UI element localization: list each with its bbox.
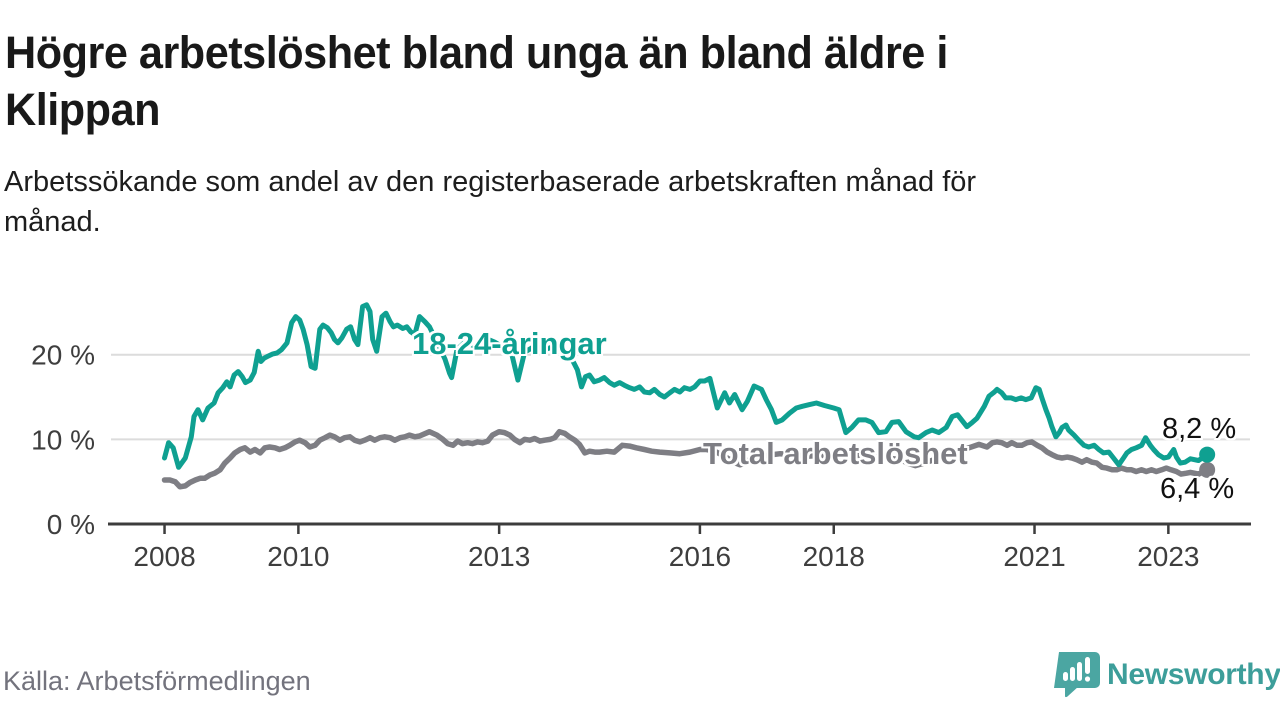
- x-tick-label: 2021: [1003, 541, 1065, 572]
- x-tick-label: 2018: [803, 541, 865, 572]
- logo-exclamation-bar: [1085, 657, 1090, 674]
- x-tick-label: 2013: [468, 541, 530, 572]
- logo-bar-2: [1070, 667, 1075, 681]
- subtitle-line-2: månad.: [4, 206, 101, 238]
- newsworthy-logo-text: Newsworthy: [1107, 658, 1280, 691]
- chart-subtitle: Arbetssökande som andel av den registerb…: [4, 162, 1224, 242]
- series-end-dot-total: [1199, 461, 1216, 478]
- source-note: Källa: Arbetsförmedlingen: [3, 666, 311, 696]
- end-value-label-young: 8,2 %: [1162, 413, 1237, 445]
- x-tick-label: 2010: [267, 541, 329, 572]
- series-line-total: [161, 428, 1210, 490]
- end-value-label-total: 6,4 %: [1160, 473, 1235, 505]
- newsworthy-logo-icon: [1054, 652, 1100, 698]
- x-tick-label: 2023: [1137, 541, 1199, 572]
- title-line-2: Klippan: [5, 84, 161, 135]
- y-tick-label: 20 %: [31, 340, 95, 371]
- logo-bubble-tail: [1065, 686, 1079, 698]
- series-end-dot-young: [1199, 446, 1216, 463]
- logo-bar-1: [1063, 672, 1068, 681]
- x-tick-label: 2008: [133, 541, 195, 572]
- series-line-young: [162, 302, 1210, 470]
- y-tick-label: 0 %: [47, 509, 95, 540]
- y-tick-label: 10 %: [31, 424, 95, 455]
- logo-exclamation-dot: [1084, 676, 1091, 682]
- page-title: Högre arbetslöshet bland unga än bland ä…: [5, 24, 1186, 138]
- series-label-young: 18-24-åringar: [412, 326, 607, 361]
- series-label-total: Total arbetslöshet: [703, 436, 968, 471]
- subtitle-line-1: Arbetssökande som andel av den registerb…: [4, 166, 977, 198]
- title-line-1: Högre arbetslöshet bland unga än bland ä…: [5, 27, 948, 78]
- logo-bar-3: [1077, 662, 1082, 681]
- x-tick-label: 2016: [669, 541, 731, 572]
